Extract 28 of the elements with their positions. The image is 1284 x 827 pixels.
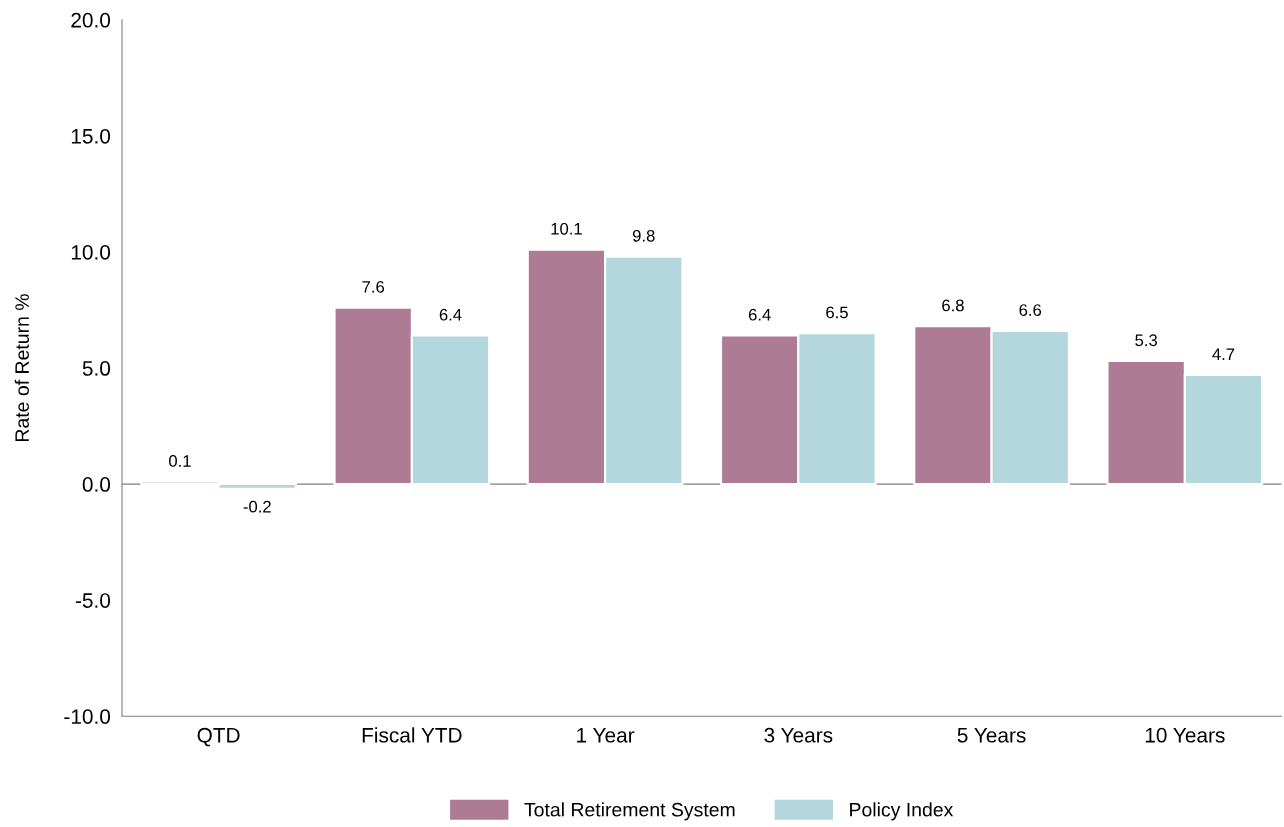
data-label: 7.6 [362,280,385,293]
x-tick-label: 5 Years [957,728,1026,743]
data-label: 6.5 [826,306,848,319]
x-tick-label: 1 Year [577,728,635,743]
x-tick-label: Fiscal YTD [362,727,462,743]
data-label: 5.3 [1135,334,1158,347]
data-label: 10.1 [551,222,582,235]
data-label: 4.7 [1212,348,1235,360]
data-label: 6.8 [942,299,964,312]
data-label: 6.4 [748,308,771,321]
y-tick-label: 10.0 [71,244,111,260]
data-label: 6.6 [1019,304,1042,316]
x-tick-label: 10 Years [1145,727,1225,743]
data-label: -0.2 [243,500,271,513]
legend-label: Total Retirement System [524,802,735,821]
x-tick-label: QTD [197,727,240,747]
data-label: 9.8 [632,229,655,242]
y-axis-title: Rate of Return % [14,294,29,441]
y-tick-label: -10.0 [64,709,111,724]
legend-label: Policy Index [850,802,954,821]
y-tick-label: 5.0 [82,361,111,376]
x-tick-label: 3 Years [764,727,833,743]
y-tick-label: 20.0 [71,12,111,28]
y-tick-label: -5.0 [75,593,111,608]
data-label: 6.4 [439,308,462,321]
y-tick-label: 15.0 [71,128,111,144]
y-tick-label: 0.0 [82,477,111,492]
data-label: 0.1 [169,455,191,467]
